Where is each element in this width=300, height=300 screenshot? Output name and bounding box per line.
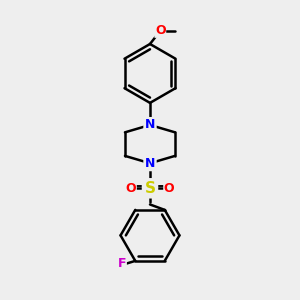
Text: N: N <box>145 118 155 131</box>
Text: O: O <box>164 182 175 195</box>
Text: S: S <box>145 181 155 196</box>
Text: O: O <box>125 182 136 195</box>
Text: O: O <box>155 24 166 37</box>
Text: F: F <box>118 257 126 270</box>
Text: N: N <box>145 157 155 170</box>
